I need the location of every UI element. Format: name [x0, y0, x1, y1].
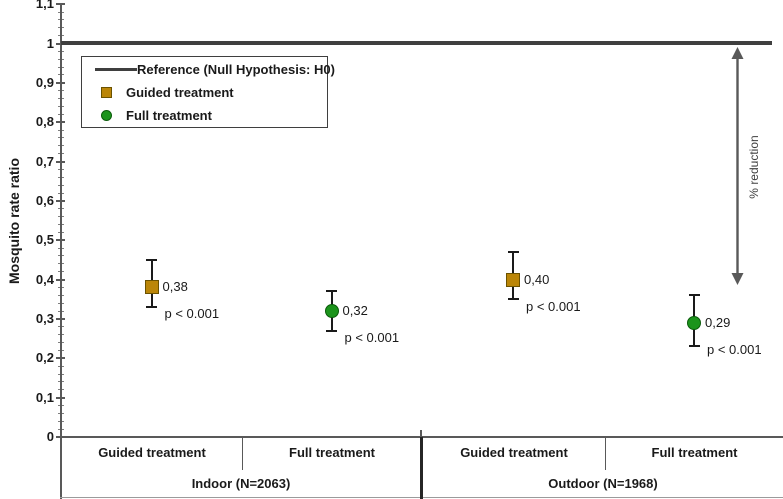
y-tick-label: 0,6 [35, 192, 54, 208]
legend-label: Full treatment [126, 107, 212, 123]
data-point-marker [687, 315, 701, 330]
p-value-label: p < 0.001 [344, 330, 400, 346]
legend-item-full-treatment: Full treatment [82, 104, 327, 126]
error-bar-cap-bottom [688, 345, 700, 348]
reference-line [61, 41, 772, 45]
percent-reduction-label: % reduction [747, 135, 761, 199]
p-value-label: p < 0.001 [707, 341, 762, 357]
y-tick-label: 0,2 [35, 350, 54, 366]
error-bar-cap-top [326, 290, 337, 293]
y-tick-label: 0,4 [35, 271, 54, 287]
x-category-outdoor-guided: Guided treatment [460, 445, 568, 460]
error-bar-cap-bottom [507, 298, 519, 301]
y-tick-label: 1 [46, 35, 54, 51]
p-value-label: p < 0.001 [526, 298, 581, 314]
legend-item-reference: Reference (Null Hypothesis: H0) [82, 58, 335, 80]
x-group-outdoor: Outdoor (N=1968) [548, 476, 658, 491]
full-treatment-marker-swatch [101, 109, 112, 121]
error-bar-cap-top [688, 294, 700, 297]
x-category-indoor-guided: Guided treatment [98, 445, 206, 460]
p-value-label: p < 0.001 [164, 306, 220, 322]
y-tick-label: 1,1 [35, 0, 54, 12]
y-tick-label: 0,5 [35, 232, 54, 248]
percent-reduction-arrow [731, 47, 744, 285]
data-point-marker [506, 272, 520, 287]
error-bar-cap-top [507, 251, 519, 254]
y-axis-title: Mosquito rate ratio [6, 158, 22, 285]
data-point-marker [324, 304, 339, 319]
group-boundary-tick [420, 430, 422, 437]
data-point-value-label: 0,32 [342, 303, 368, 319]
guided-treatment-marker-swatch [101, 86, 112, 98]
x-group-indoor: Indoor (N=2063) [191, 476, 291, 491]
y-tick-label: 0,1 [35, 389, 54, 405]
y-tick-label: 0,7 [35, 153, 54, 169]
y-tick-label: 0,9 [35, 74, 54, 90]
legend-item-guided-treatment: Guided treatment [82, 81, 327, 103]
error-bar-cap-top [146, 258, 157, 261]
legend: Reference (Null Hypothesis: H0) Guided t… [81, 56, 335, 128]
y-tick-label: 0,3 [35, 310, 54, 326]
category-divider [605, 437, 606, 470]
data-point-value-label: 0,38 [162, 279, 188, 295]
y-tick-label: 0,8 [35, 114, 54, 130]
reference-line-swatch [95, 67, 137, 71]
legend-label: Guided treatment [126, 84, 234, 100]
data-point-value-label: 0,40 [524, 271, 550, 287]
y-tick-label: 0 [46, 429, 54, 444]
category-divider [242, 437, 243, 470]
y-axis-line [60, 3, 62, 499]
x-category-indoor-full: Full treatment [289, 445, 375, 460]
data-point-value-label: 0,29 [705, 314, 731, 330]
x-category-outdoor-full: Full treatment [651, 445, 738, 460]
error-bar-cap-bottom [146, 306, 157, 309]
group-divider [420, 437, 423, 499]
data-point-marker [144, 280, 159, 295]
error-bar-cap-bottom [326, 329, 337, 332]
legend-label: Reference (Null Hypothesis: H0) [137, 61, 335, 77]
